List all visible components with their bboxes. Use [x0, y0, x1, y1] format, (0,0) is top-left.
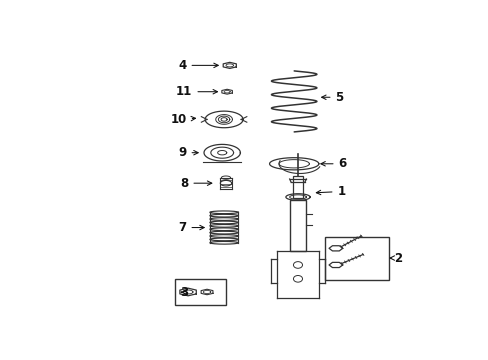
Text: 11: 11 — [176, 85, 217, 98]
Text: 5: 5 — [321, 91, 343, 104]
Text: 8: 8 — [180, 177, 211, 190]
Text: 10: 10 — [170, 113, 195, 126]
Text: 2: 2 — [389, 252, 402, 265]
Bar — [175, 279, 225, 305]
Text: 4: 4 — [178, 59, 218, 72]
Text: 3: 3 — [180, 285, 188, 299]
Bar — [324, 237, 388, 280]
Text: 1: 1 — [316, 185, 345, 198]
Text: 7: 7 — [178, 221, 204, 234]
Bar — [289, 200, 305, 251]
Bar — [293, 176, 302, 198]
Text: 6: 6 — [320, 157, 346, 170]
Text: 9: 9 — [178, 146, 198, 159]
